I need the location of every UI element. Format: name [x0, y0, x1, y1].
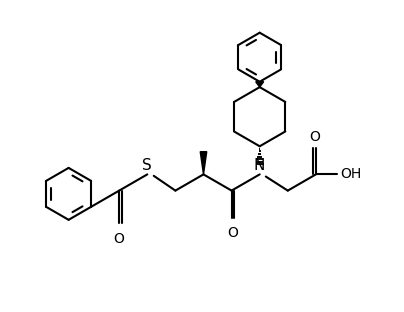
Polygon shape	[200, 152, 207, 174]
Text: O: O	[114, 232, 124, 246]
Text: N: N	[254, 158, 265, 173]
Text: O: O	[309, 130, 320, 144]
Polygon shape	[256, 82, 264, 87]
Text: S: S	[143, 158, 152, 173]
Text: OH: OH	[340, 167, 361, 181]
Text: O: O	[227, 226, 238, 240]
